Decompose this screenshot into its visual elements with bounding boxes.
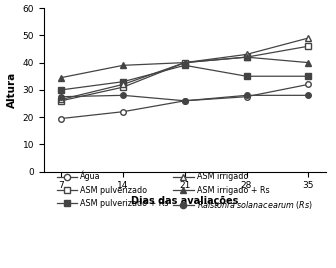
Legend: Água, ASM pulverizado, ASM pulverizado + Rs, ASM irrigado, ASM irrigado + Rs, $\: Água, ASM pulverizado, ASM pulverizado +… (57, 171, 313, 211)
X-axis label: Dias das avaliações: Dias das avaliações (131, 196, 239, 206)
Y-axis label: Altura: Altura (7, 72, 17, 108)
